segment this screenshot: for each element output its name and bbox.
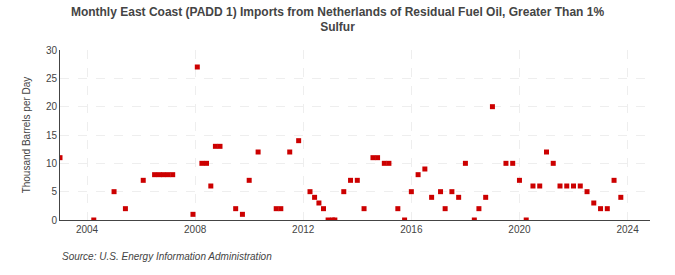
svg-text:5: 5 [51, 186, 57, 197]
svg-text:2024: 2024 [616, 224, 639, 235]
svg-text:2012: 2012 [292, 224, 315, 235]
svg-text:Monthly East Coast (PADD 1) Im: Monthly East Coast (PADD 1) Imports from… [71, 5, 605, 35]
svg-text:20: 20 [46, 101, 58, 112]
svg-text:2008: 2008 [184, 224, 207, 235]
svg-text:2016: 2016 [400, 224, 423, 235]
svg-text:10: 10 [46, 158, 58, 169]
svg-text:25: 25 [46, 73, 58, 84]
svg-text:Source: U.S. Energy Informatio: Source: U.S. Energy Information Administ… [62, 251, 272, 262]
svg-text:Thousand Barrels per Day: Thousand Barrels per Day [21, 77, 32, 194]
svg-text:2004: 2004 [76, 224, 99, 235]
svg-text:2020: 2020 [508, 224, 531, 235]
svg-text:15: 15 [46, 130, 58, 141]
svg-text:30: 30 [46, 45, 58, 56]
svg-text:0: 0 [51, 215, 57, 226]
